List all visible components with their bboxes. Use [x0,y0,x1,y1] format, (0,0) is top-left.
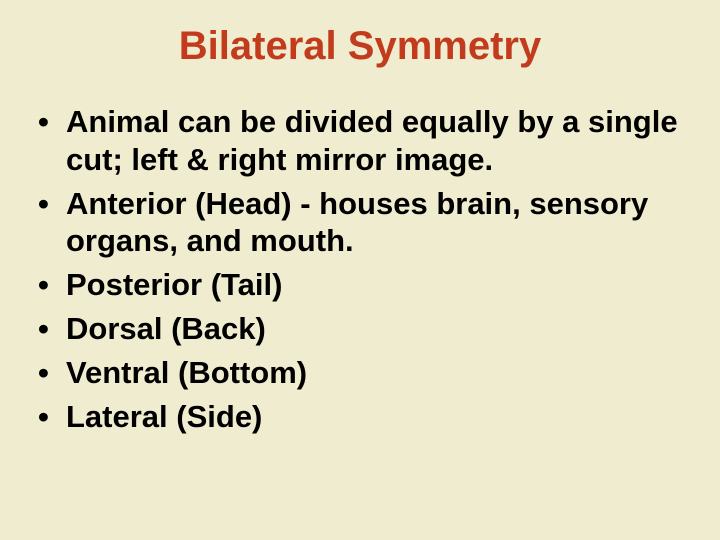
bullet-list: Animal can be divided equally by a singl… [32,103,700,436]
list-item: Ventral (Bottom) [32,354,700,392]
list-item: Lateral (Side) [32,398,700,436]
slide-title: Bilateral Symmetry [20,24,700,69]
list-item: Animal can be divided equally by a singl… [32,103,700,179]
list-item: Posterior (Tail) [32,266,700,304]
list-item: Dorsal (Back) [32,310,700,348]
list-item: Anterior (Head) - houses brain, sensory … [32,185,700,261]
